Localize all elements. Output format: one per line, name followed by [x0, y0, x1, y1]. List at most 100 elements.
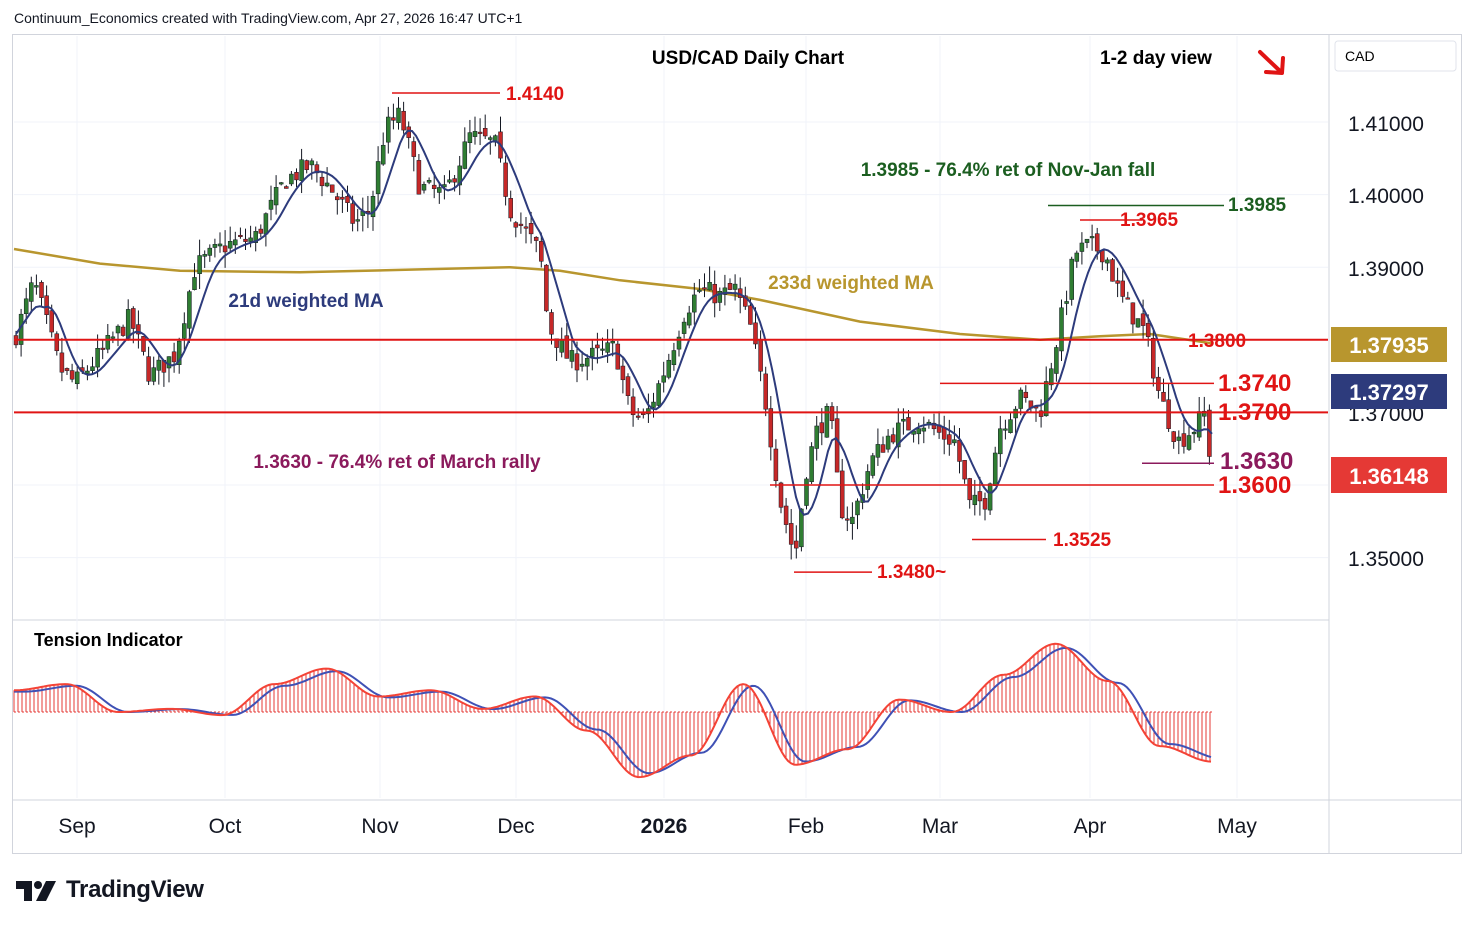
- candle-up: [197, 239, 202, 289]
- candle-down: [477, 118, 483, 146]
- candle-up: [722, 274, 728, 306]
- candle-body: [182, 323, 187, 339]
- candle-body: [865, 471, 870, 490]
- candle-body: [1145, 322, 1151, 338]
- candle-body: [906, 417, 911, 431]
- candle-up: [217, 232, 223, 253]
- candle-down: [401, 101, 406, 134]
- candle-up: [212, 238, 218, 258]
- candle-up: [467, 119, 473, 154]
- candle-up: [865, 464, 870, 499]
- candle-body: [896, 422, 901, 448]
- candle-up: [605, 329, 610, 363]
- candle-down: [39, 280, 44, 306]
- candle-down: [100, 340, 105, 360]
- candle-body: [998, 428, 1003, 455]
- candle-body: [630, 396, 636, 416]
- candle-body: [533, 236, 539, 241]
- candle-up: [1003, 419, 1008, 440]
- currency-box[interactable]: [1334, 40, 1457, 72]
- y-tick-1-39: 1.39000: [1348, 258, 1424, 281]
- candle-body: [380, 144, 386, 165]
- candle-down: [513, 221, 519, 238]
- candle-body: [197, 255, 202, 274]
- candle-body: [834, 418, 840, 473]
- candle-up: [462, 127, 468, 170]
- candle-body: [641, 412, 646, 415]
- y-tick-1-41: 1.41000: [1348, 113, 1424, 136]
- candle-body: [503, 162, 508, 197]
- candle-up: [166, 356, 172, 383]
- candle-body: [804, 478, 809, 506]
- candle-up: [74, 366, 80, 390]
- candle-body: [727, 283, 733, 290]
- candle-body: [743, 295, 748, 307]
- level-label-1-3700: 1.3700: [1218, 399, 1291, 426]
- candle-down: [406, 121, 411, 149]
- candle-up: [110, 331, 116, 344]
- candle-down: [1161, 378, 1166, 402]
- candle-body: [809, 446, 814, 483]
- candle-body: [1038, 410, 1044, 417]
- candle-body: [227, 241, 233, 249]
- price-tag-ma21: 1.37297: [1331, 374, 1447, 409]
- candle-up: [855, 498, 860, 530]
- ma21-label: 21d weighted MA: [228, 291, 383, 312]
- candle-body: [686, 312, 692, 326]
- candle-body: [431, 184, 437, 189]
- candle-body: [590, 347, 595, 357]
- candle-body: [799, 508, 804, 548]
- candle-body: [90, 366, 95, 371]
- candle-up: [324, 167, 330, 188]
- candle-body: [125, 309, 131, 339]
- candle-body: [1176, 436, 1182, 441]
- candle-up: [1049, 362, 1054, 391]
- candle-down: [238, 227, 243, 239]
- candle-body: [34, 285, 39, 288]
- candle-body: [722, 287, 728, 295]
- candle-body: [1135, 318, 1141, 328]
- tradingview-logo-icon: [16, 881, 56, 901]
- candle-body: [202, 254, 207, 257]
- candle-up: [437, 182, 442, 204]
- candle-up: [972, 479, 978, 516]
- candle-body: [880, 444, 886, 453]
- candle-body: [875, 444, 881, 458]
- candle-body: [1074, 252, 1080, 262]
- ret-low-annotation: 1.3630 - 76.4% ret of March rally: [253, 452, 541, 473]
- candle-up: [651, 392, 656, 418]
- candle-body: [676, 336, 682, 350]
- candle-body: [635, 415, 641, 418]
- candle-body: [1166, 399, 1171, 429]
- candle-body: [141, 336, 146, 352]
- candle-body: [1140, 313, 1146, 326]
- candle-body: [1115, 280, 1120, 284]
- candle-body: [217, 243, 223, 247]
- candle-down: [171, 342, 177, 373]
- candle-up: [95, 334, 100, 378]
- price-tag-last: 1.36148: [1331, 457, 1447, 493]
- candle-body: [967, 478, 972, 501]
- candle-down: [1033, 406, 1039, 422]
- candle-body: [421, 184, 427, 191]
- candle-up: [29, 276, 34, 313]
- tension-title: Tension Indicator: [34, 630, 183, 650]
- candle-body: [661, 375, 666, 383]
- candle-body: [345, 195, 350, 203]
- candle-up: [671, 342, 677, 371]
- x-tick-apr: Apr: [1074, 815, 1107, 838]
- candle-body: [386, 116, 391, 143]
- candle-down: [630, 388, 636, 427]
- candle-body: [819, 422, 825, 434]
- candle-down: [1130, 302, 1136, 334]
- candle-up: [396, 97, 401, 130]
- candle-up: [1069, 256, 1074, 306]
- candle-body: [457, 165, 462, 186]
- candle-down: [498, 116, 503, 163]
- tradingview-logo[interactable]: TradingView: [16, 876, 204, 904]
- candle-body: [885, 435, 891, 450]
- tension-signal-line: [14, 646, 1212, 775]
- candle-body: [829, 406, 835, 422]
- candle-down: [783, 497, 789, 534]
- candle-body: [452, 178, 457, 183]
